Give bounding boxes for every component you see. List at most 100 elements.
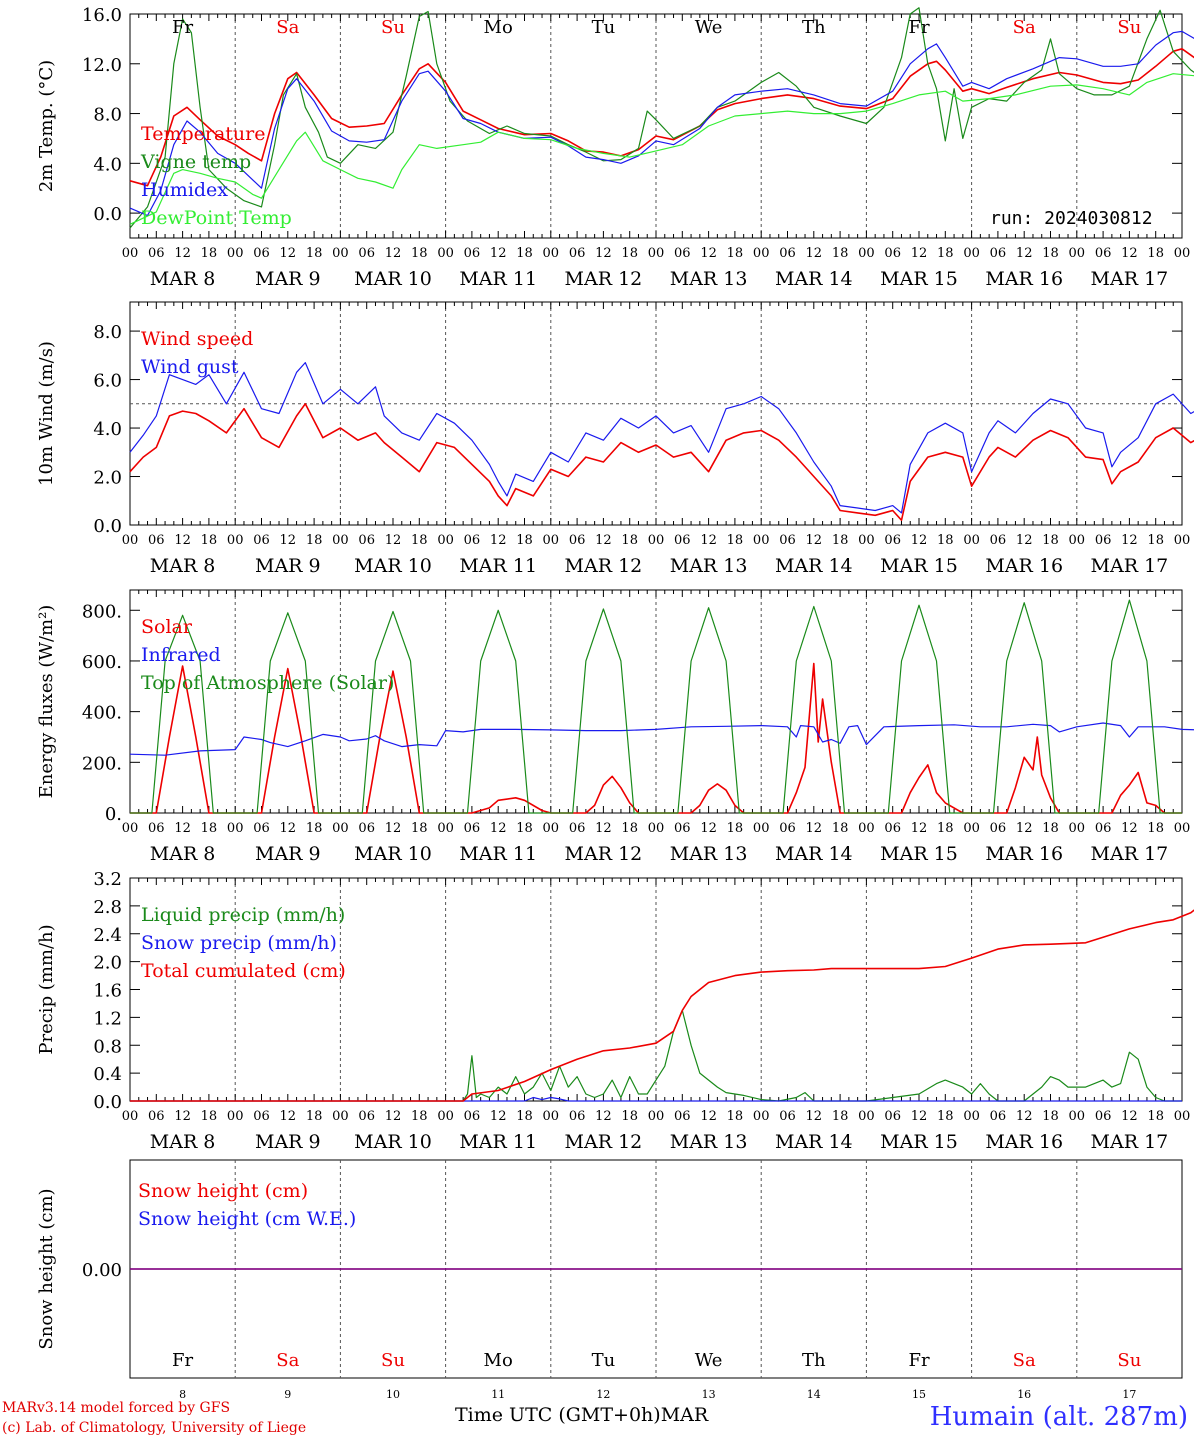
hour-tick-label: 06 [358, 533, 375, 548]
y-tick-label: 0.8 [93, 1036, 122, 1057]
hour-tick-label: 18 [306, 533, 323, 548]
date-label: MAR 15 [880, 555, 958, 577]
hour-tick-label: 00 [753, 821, 770, 836]
hour-tick-label: 00 [753, 533, 770, 548]
weekday-label: Th [802, 1350, 826, 1371]
hour-tick-label: 00 [1069, 533, 1086, 548]
y-tick-label: 6.0 [93, 371, 122, 392]
day-number-label: 11 [491, 1388, 505, 1401]
hour-tick-label: 00 [543, 533, 560, 548]
hour-tick-label: 12 [806, 533, 823, 548]
hour-tick-label: 12 [385, 1109, 402, 1124]
date-label: MAR 13 [670, 843, 748, 865]
hour-tick-label: 06 [1095, 533, 1112, 548]
hour-tick-label: 00 [543, 821, 560, 836]
hour-tick-label: 12 [1016, 533, 1033, 548]
hour-tick-label: 00 [332, 533, 349, 548]
hour-tick-label: 12 [1121, 533, 1138, 548]
date-label: MAR 11 [459, 555, 537, 577]
hour-tick-label: 00 [332, 1109, 349, 1124]
y-tick-label: 800. [82, 601, 122, 622]
date-label: MAR 9 [255, 843, 321, 865]
hour-tick-label: 18 [937, 1109, 954, 1124]
hour-tick-label: 18 [306, 1109, 323, 1124]
day-number-label: 15 [912, 1388, 926, 1401]
hour-tick-label: 06 [253, 1109, 270, 1124]
hour-tick-label: 18 [1042, 821, 1059, 836]
date-label: MAR 10 [354, 1131, 432, 1153]
y-tick-label: 0.0 [93, 1092, 122, 1113]
hour-tick-label: 06 [569, 1109, 586, 1124]
weekday-label: We [695, 1350, 723, 1371]
date-label: MAR 12 [565, 1131, 643, 1153]
day-number-label: 10 [386, 1388, 400, 1401]
hour-tick-label: 12 [1016, 1109, 1033, 1124]
series-line-2 [129, 722, 1194, 756]
day-number-label: 12 [596, 1388, 610, 1401]
hour-tick-label: 18 [937, 533, 954, 548]
hour-tick-label: 18 [516, 533, 533, 548]
hour-tick-label: 06 [990, 533, 1007, 548]
hour-tick-label: 06 [148, 246, 165, 261]
hour-tick-label: 12 [911, 533, 928, 548]
hour-tick-label: 06 [569, 533, 586, 548]
hour-tick-label: 12 [911, 821, 928, 836]
hour-tick-label: 06 [464, 1109, 481, 1124]
hour-tick-label: 00 [1069, 1109, 1086, 1124]
date-label: MAR 16 [985, 268, 1063, 290]
hour-tick-label: 12 [806, 1109, 823, 1124]
date-label: MAR 8 [150, 268, 216, 290]
weekday-label-top: Sa [276, 17, 299, 38]
y-tick-label: 0.00 [82, 1260, 122, 1281]
hour-tick-label: 12 [490, 533, 507, 548]
run-label: run: 2024030812 [990, 208, 1153, 229]
legend-entry: Snow height (cm) [138, 1180, 308, 1202]
hour-tick-label: 00 [122, 821, 139, 836]
hour-tick-label: 00 [648, 1109, 665, 1124]
legend-entry: Snow height (cm W.E.) [138, 1208, 356, 1230]
date-label: MAR 11 [459, 1131, 537, 1153]
hour-tick-label: 12 [1121, 246, 1138, 261]
hour-tick-label: 00 [858, 246, 875, 261]
hour-tick-label: 00 [1174, 246, 1191, 261]
plot-frame [129, 589, 1183, 814]
hour-tick-label: 18 [727, 1109, 744, 1124]
hour-tick-label: 18 [516, 246, 533, 261]
date-label: MAR 10 [354, 555, 432, 577]
series-line-4 [129, 73, 1194, 225]
weekday-label: Tu [592, 1350, 616, 1371]
hour-tick-label: 18 [516, 821, 533, 836]
hour-tick-label: 06 [884, 246, 901, 261]
hour-tick-label: 18 [201, 533, 218, 548]
y-axis-title: 10m Wind (m/s) [36, 341, 57, 486]
weekday-label-top: Tu [592, 17, 616, 38]
series-line-3 [130, 909, 1194, 1102]
date-label: MAR 17 [1091, 268, 1169, 290]
weekday-label: Sa [1013, 1350, 1036, 1371]
hour-tick-label: 18 [621, 246, 638, 261]
date-label: MAR 9 [255, 268, 321, 290]
y-axis-title: Snow height (cm) [36, 1188, 57, 1349]
hour-tick-label: 00 [858, 821, 875, 836]
x-axis-month: MAR [660, 1404, 709, 1426]
hour-tick-label: 18 [1042, 533, 1059, 548]
hour-tick-label: 12 [174, 1109, 191, 1124]
hour-tick-label: 18 [306, 821, 323, 836]
hour-tick-label: 00 [963, 821, 980, 836]
y-tick-label: 8.0 [93, 322, 122, 343]
series-line-2 [130, 1096, 1182, 1102]
series-line-3 [129, 30, 1194, 217]
plot-frame [129, 301, 1183, 526]
plot-frame [129, 13, 1183, 239]
hour-tick-label: 18 [1042, 1109, 1059, 1124]
hour-tick-label: 06 [1095, 821, 1112, 836]
date-label: MAR 10 [354, 268, 432, 290]
hour-tick-label: 12 [1016, 821, 1033, 836]
legend-entry: Solar [141, 616, 193, 638]
hour-tick-label: 12 [700, 246, 717, 261]
hour-tick-label: 18 [727, 533, 744, 548]
hour-tick-label: 12 [595, 1109, 612, 1124]
hour-tick-label: 12 [174, 246, 191, 261]
date-label: MAR 15 [880, 268, 958, 290]
